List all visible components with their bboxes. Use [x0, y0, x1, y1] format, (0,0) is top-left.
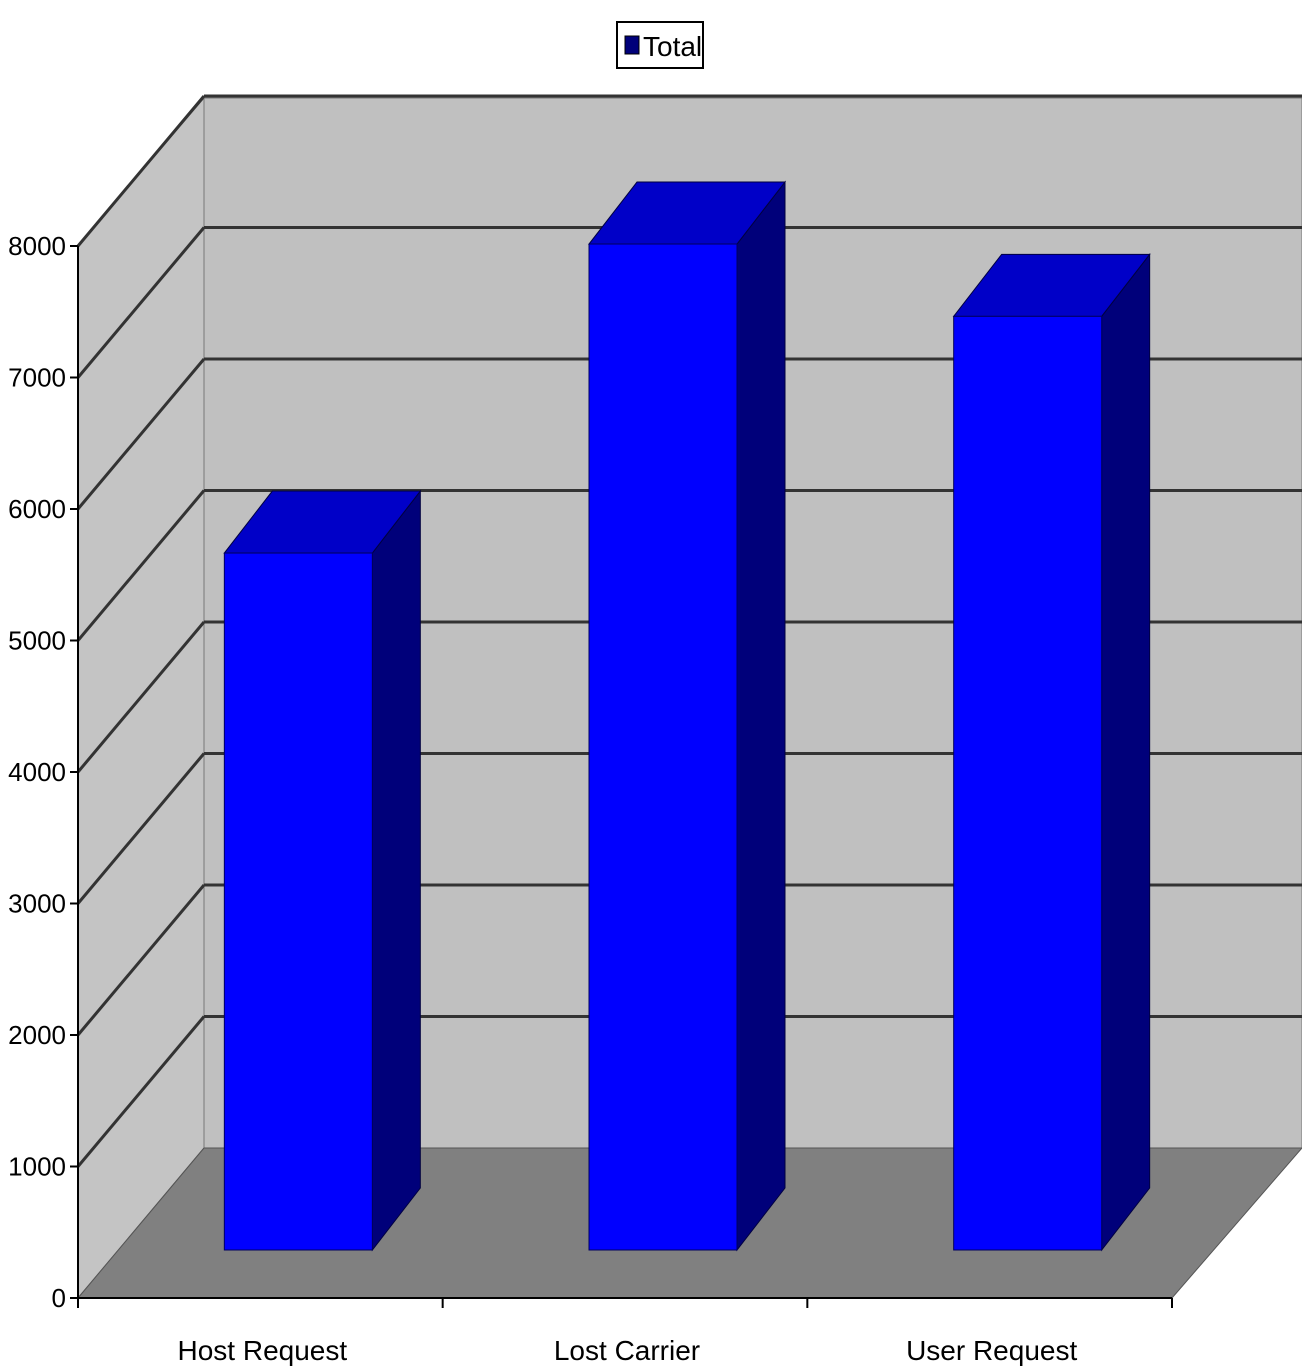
y-tick-label: 2000 — [8, 1020, 66, 1050]
y-tick-label: 1000 — [8, 1152, 66, 1182]
side-gridline — [76, 489, 206, 642]
bar-front — [953, 315, 1103, 1251]
x-tick-label: Host Request — [178, 1335, 348, 1366]
y-tick-label: 5000 — [8, 626, 66, 656]
legend-label: Total — [643, 31, 702, 62]
bar-side — [1101, 252, 1151, 1252]
x-tick-label: User Request — [906, 1335, 1077, 1366]
bar-side — [371, 489, 421, 1252]
axes: 0 1000 2000 3000 4000 5000 6000 7000 8000 Host Re… — [8, 231, 1173, 1366]
bar-side — [736, 180, 786, 1252]
side-gridline — [76, 752, 206, 905]
y-tick-label: 7000 — [8, 363, 66, 393]
bar-front — [588, 243, 738, 1251]
side-gridline — [76, 226, 206, 379]
legend-swatch — [624, 35, 640, 55]
bar — [223, 489, 422, 1252]
y-tick-label: 8000 — [8, 231, 66, 261]
y-tick-label: 6000 — [8, 494, 66, 524]
bar — [587, 180, 787, 1252]
y-tick-label: 0 — [52, 1283, 66, 1313]
side-gridline — [76, 621, 206, 773]
y-tick-label: 3000 — [8, 889, 66, 919]
side-gridline — [76, 95, 206, 247]
side-gridline — [76, 884, 206, 1036]
bar — [952, 252, 1151, 1252]
x-tick-label: Lost Carrier — [554, 1335, 700, 1366]
bars — [223, 180, 1151, 1252]
legend: Total — [616, 21, 704, 69]
bar-front — [223, 552, 373, 1251]
side-gridline — [76, 1015, 206, 1168]
y-tick-label: 4000 — [8, 757, 66, 787]
side-gridline — [76, 358, 206, 510]
